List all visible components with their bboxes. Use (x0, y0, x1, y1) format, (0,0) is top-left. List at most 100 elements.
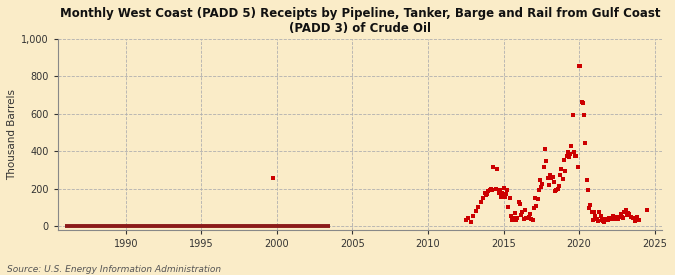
Point (511, 218, 522, 223)
Point (591, 217, 602, 222)
Point (520, 208, 531, 212)
Point (539, 165, 549, 169)
Point (529, 206, 539, 210)
Point (481, 193, 491, 197)
Point (475, 199, 486, 204)
Point (597, 219, 608, 224)
Point (527, 218, 538, 223)
Point (518, 217, 529, 222)
Point (547, 175, 558, 180)
Point (555, 172, 566, 177)
Point (546, 176, 557, 180)
Point (594, 210, 605, 214)
Point (501, 192, 512, 196)
Point (516, 213, 526, 217)
Text: Source: U.S. Energy Information Administration: Source: U.S. Energy Information Administ… (7, 265, 221, 274)
Point (533, 187, 544, 192)
Point (512, 215, 523, 220)
Point (532, 197, 543, 201)
Point (581, 178, 592, 182)
Point (551, 187, 562, 192)
Point (599, 220, 610, 224)
Point (624, 212, 634, 216)
Point (628, 215, 639, 220)
Point (575, 64, 586, 68)
Point (610, 214, 621, 219)
Point (503, 205, 514, 210)
Point (497, 191, 508, 196)
Point (484, 187, 495, 192)
Point (504, 196, 515, 200)
Point (566, 144, 577, 149)
Point (608, 214, 618, 218)
Point (564, 155, 574, 159)
Point (558, 177, 568, 182)
Point (507, 218, 518, 223)
Point (576, 99, 587, 104)
Point (562, 150, 573, 154)
Point (615, 212, 626, 216)
Point (541, 159, 551, 164)
Point (548, 180, 559, 184)
Point (572, 165, 583, 169)
Point (612, 217, 622, 222)
Point (493, 191, 504, 196)
Point (613, 216, 624, 221)
Point (524, 212, 535, 216)
Point (590, 214, 601, 218)
Point (605, 215, 616, 220)
Point (495, 195, 506, 199)
Point (561, 154, 572, 158)
Point (479, 191, 490, 196)
Title: Monthly West Coast (PADD 5) Receipts by Pipeline, Tanker, Barge and Rail from Gu: Monthly West Coast (PADD 5) Receipts by … (59, 7, 660, 35)
Point (585, 202, 596, 207)
Point (460, 218, 471, 223)
Point (595, 214, 606, 218)
Point (526, 216, 537, 221)
Point (491, 186, 502, 191)
Point (552, 186, 563, 191)
Point (565, 152, 576, 156)
Point (522, 215, 533, 220)
Point (500, 195, 510, 199)
Point (574, 64, 585, 68)
Point (603, 218, 614, 223)
Point (529, 196, 540, 200)
Point (619, 210, 630, 214)
Point (506, 214, 516, 218)
Point (531, 204, 542, 208)
Point (614, 214, 625, 219)
Point (482, 192, 493, 196)
Point (558, 157, 569, 162)
Point (577, 101, 588, 106)
Point (580, 141, 591, 145)
Point (596, 218, 607, 223)
Point (483, 189, 494, 194)
Point (571, 154, 582, 158)
Point (470, 209, 481, 213)
Point (578, 112, 589, 117)
Point (622, 213, 632, 217)
Point (568, 150, 579, 154)
Point (586, 210, 597, 214)
Point (514, 201, 525, 206)
Point (488, 165, 499, 169)
Point (587, 218, 598, 223)
Point (642, 208, 653, 212)
Point (517, 210, 528, 214)
Point (560, 169, 570, 173)
Point (468, 214, 479, 218)
Point (570, 154, 580, 158)
Point (521, 215, 532, 220)
Point (600, 216, 611, 221)
Point (536, 185, 547, 189)
Point (465, 220, 476, 224)
Point (494, 188, 505, 193)
Point (583, 187, 593, 192)
Point (492, 167, 503, 171)
Point (584, 206, 595, 210)
Point (609, 217, 620, 222)
Point (549, 189, 560, 194)
Point (629, 219, 640, 224)
Point (593, 219, 603, 224)
